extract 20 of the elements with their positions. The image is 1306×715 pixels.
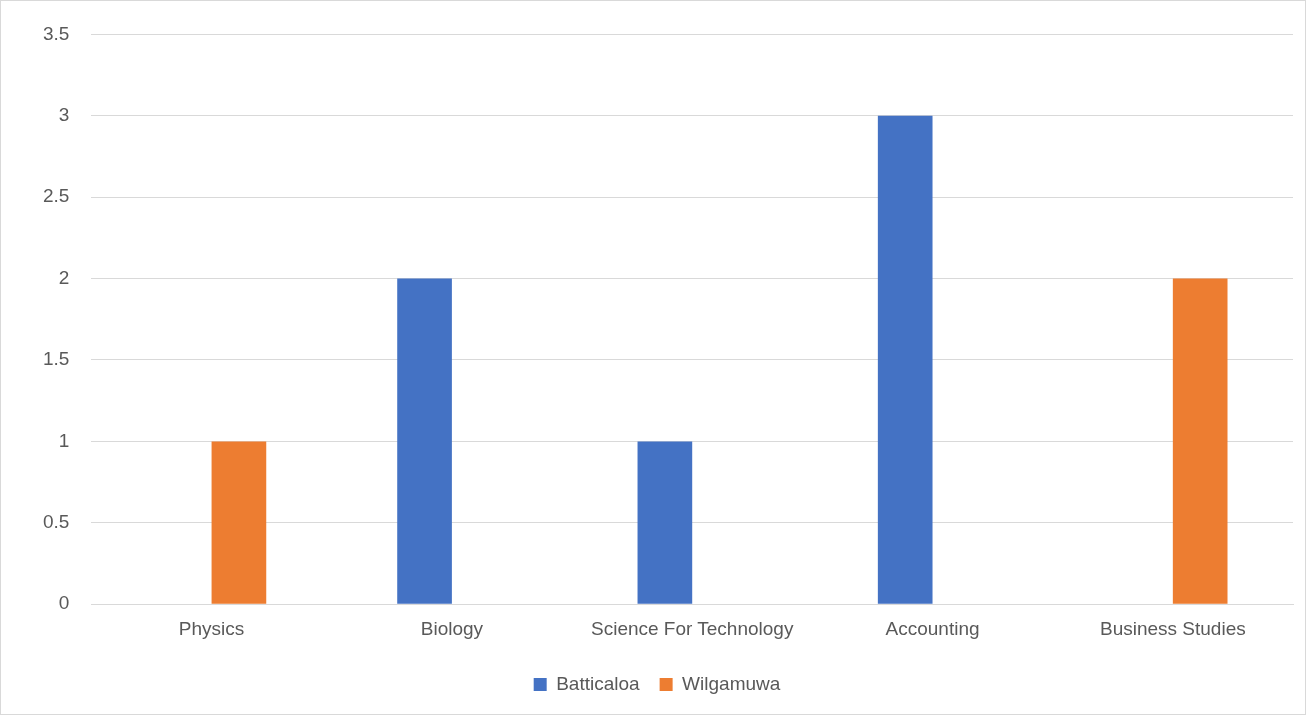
- bar: [877, 115, 933, 604]
- y-tick-label: 2.5: [42, 185, 70, 207]
- y-tick-label: 0.5: [42, 511, 70, 533]
- y-tick-label: 1: [58, 429, 70, 451]
- bar: [1172, 278, 1228, 604]
- y-tick-label: 3: [58, 104, 70, 126]
- legend-label: Wilgamuwa: [682, 672, 781, 694]
- x-tick-label: Business Studies: [1099, 617, 1246, 639]
- bar: [637, 441, 693, 604]
- bar: [211, 441, 267, 604]
- y-tick-label: 1.5: [42, 348, 70, 370]
- bar: [397, 278, 452, 604]
- y-tick-label: 0: [58, 592, 70, 614]
- x-tick-label: Science For Technology: [590, 617, 794, 639]
- x-tick-label: Biology: [420, 617, 484, 639]
- x-tick-label: Physics: [178, 617, 245, 639]
- x-tick-label: Accounting: [885, 617, 980, 639]
- y-tick-label: 3.5: [42, 22, 70, 44]
- legend-label: Batticaloa: [556, 672, 641, 694]
- y-tick-label: 2: [58, 266, 70, 288]
